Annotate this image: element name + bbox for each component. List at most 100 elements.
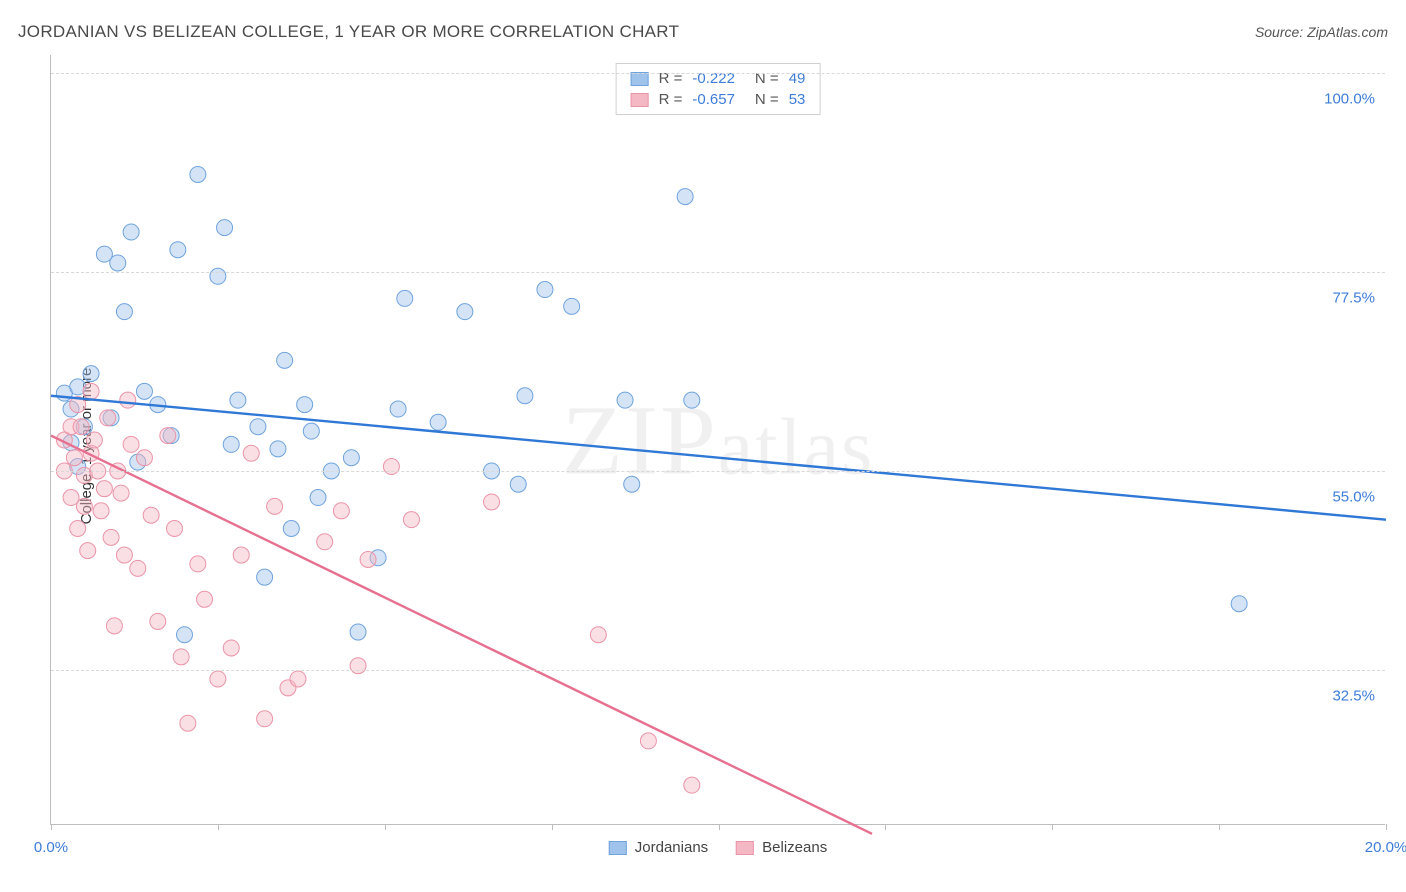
- data-point: [103, 529, 119, 545]
- xtick: [552, 824, 553, 830]
- data-point: [123, 436, 139, 452]
- data-point: [113, 485, 129, 501]
- data-point: [297, 397, 313, 413]
- source-attribution: Source: ZipAtlas.com: [1255, 24, 1388, 40]
- data-point: [123, 224, 139, 240]
- data-point: [233, 547, 249, 563]
- data-point: [160, 428, 176, 444]
- data-point: [350, 624, 366, 640]
- data-point: [430, 414, 446, 430]
- data-point: [100, 410, 116, 426]
- data-point: [383, 459, 399, 475]
- data-point: [277, 352, 293, 368]
- data-point: [190, 166, 206, 182]
- series-legend: Jordanians Belizeans: [609, 839, 827, 856]
- ytick-label: 77.5%: [1332, 289, 1375, 306]
- ytick-label: 32.5%: [1332, 688, 1375, 705]
- xtick: [1386, 824, 1387, 830]
- data-point: [1231, 596, 1247, 612]
- data-point: [210, 671, 226, 687]
- data-point: [210, 268, 226, 284]
- data-point: [96, 481, 112, 497]
- data-point: [457, 304, 473, 320]
- legend-item-0: Jordanians: [609, 839, 708, 856]
- data-point: [257, 569, 273, 585]
- data-point: [136, 450, 152, 466]
- data-point: [136, 383, 152, 399]
- data-point: [290, 671, 306, 687]
- data-point: [80, 543, 96, 559]
- data-point: [180, 715, 196, 731]
- data-point: [106, 618, 122, 634]
- chart-title: JORDANIAN VS BELIZEAN COLLEGE, 1 YEAR OR…: [18, 22, 679, 42]
- data-point: [70, 521, 86, 537]
- data-point: [86, 432, 102, 448]
- data-point: [150, 613, 166, 629]
- data-point: [270, 441, 286, 457]
- xtick: [885, 824, 886, 830]
- data-point: [197, 591, 213, 607]
- data-point: [223, 436, 239, 452]
- data-point: [510, 476, 526, 492]
- n-label: N =: [755, 91, 779, 108]
- swatch-legend-1: [736, 841, 754, 855]
- n-value-1: 53: [789, 91, 806, 108]
- legend-stats-row-1: R = -0.657 N = 53: [631, 91, 806, 108]
- data-point: [537, 282, 553, 298]
- data-point: [677, 189, 693, 205]
- data-point: [333, 503, 349, 519]
- data-point: [617, 392, 633, 408]
- xtick: [51, 824, 52, 830]
- data-point: [684, 777, 700, 793]
- data-point: [283, 521, 299, 537]
- xtick-label: 20.0%: [1365, 839, 1406, 856]
- data-point: [640, 733, 656, 749]
- xtick: [218, 824, 219, 830]
- data-point: [190, 556, 206, 572]
- data-point: [143, 507, 159, 523]
- data-point: [110, 255, 126, 271]
- data-point: [257, 711, 273, 727]
- data-point: [73, 419, 89, 435]
- swatch-series-1: [631, 93, 649, 107]
- data-point: [564, 298, 580, 314]
- data-point: [177, 627, 193, 643]
- swatch-legend-0: [609, 841, 627, 855]
- data-point: [250, 419, 266, 435]
- legend-stats-box: R = -0.222 N = 49 R = -0.657 N = 53: [616, 63, 821, 115]
- data-point: [83, 366, 99, 382]
- data-point: [223, 640, 239, 656]
- gridline-h: [51, 73, 1385, 74]
- data-point: [684, 392, 700, 408]
- r-value-1: -0.657: [692, 91, 735, 108]
- data-point: [317, 534, 333, 550]
- data-point: [173, 649, 189, 665]
- data-point: [93, 503, 109, 519]
- data-point: [303, 423, 319, 439]
- data-point: [170, 242, 186, 258]
- xtick: [719, 824, 720, 830]
- data-point: [360, 551, 376, 567]
- xtick: [385, 824, 386, 830]
- data-point: [397, 290, 413, 306]
- data-point: [243, 445, 259, 461]
- data-point: [120, 392, 136, 408]
- data-point: [76, 498, 92, 514]
- chart-svg: [51, 55, 1385, 824]
- data-point: [310, 490, 326, 506]
- data-point: [517, 388, 533, 404]
- data-point: [230, 392, 246, 408]
- xtick: [1219, 824, 1220, 830]
- data-point: [403, 512, 419, 528]
- data-point: [343, 450, 359, 466]
- gridline-h: [51, 670, 1385, 671]
- data-point: [217, 220, 233, 236]
- legend-label-0: Jordanians: [635, 839, 708, 856]
- xtick-label: 0.0%: [34, 839, 68, 856]
- data-point: [267, 498, 283, 514]
- trend-line: [51, 436, 872, 834]
- ytick-label: 55.0%: [1332, 488, 1375, 505]
- r-label: R =: [659, 91, 683, 108]
- gridline-h: [51, 272, 1385, 273]
- gridline-h: [51, 471, 1385, 472]
